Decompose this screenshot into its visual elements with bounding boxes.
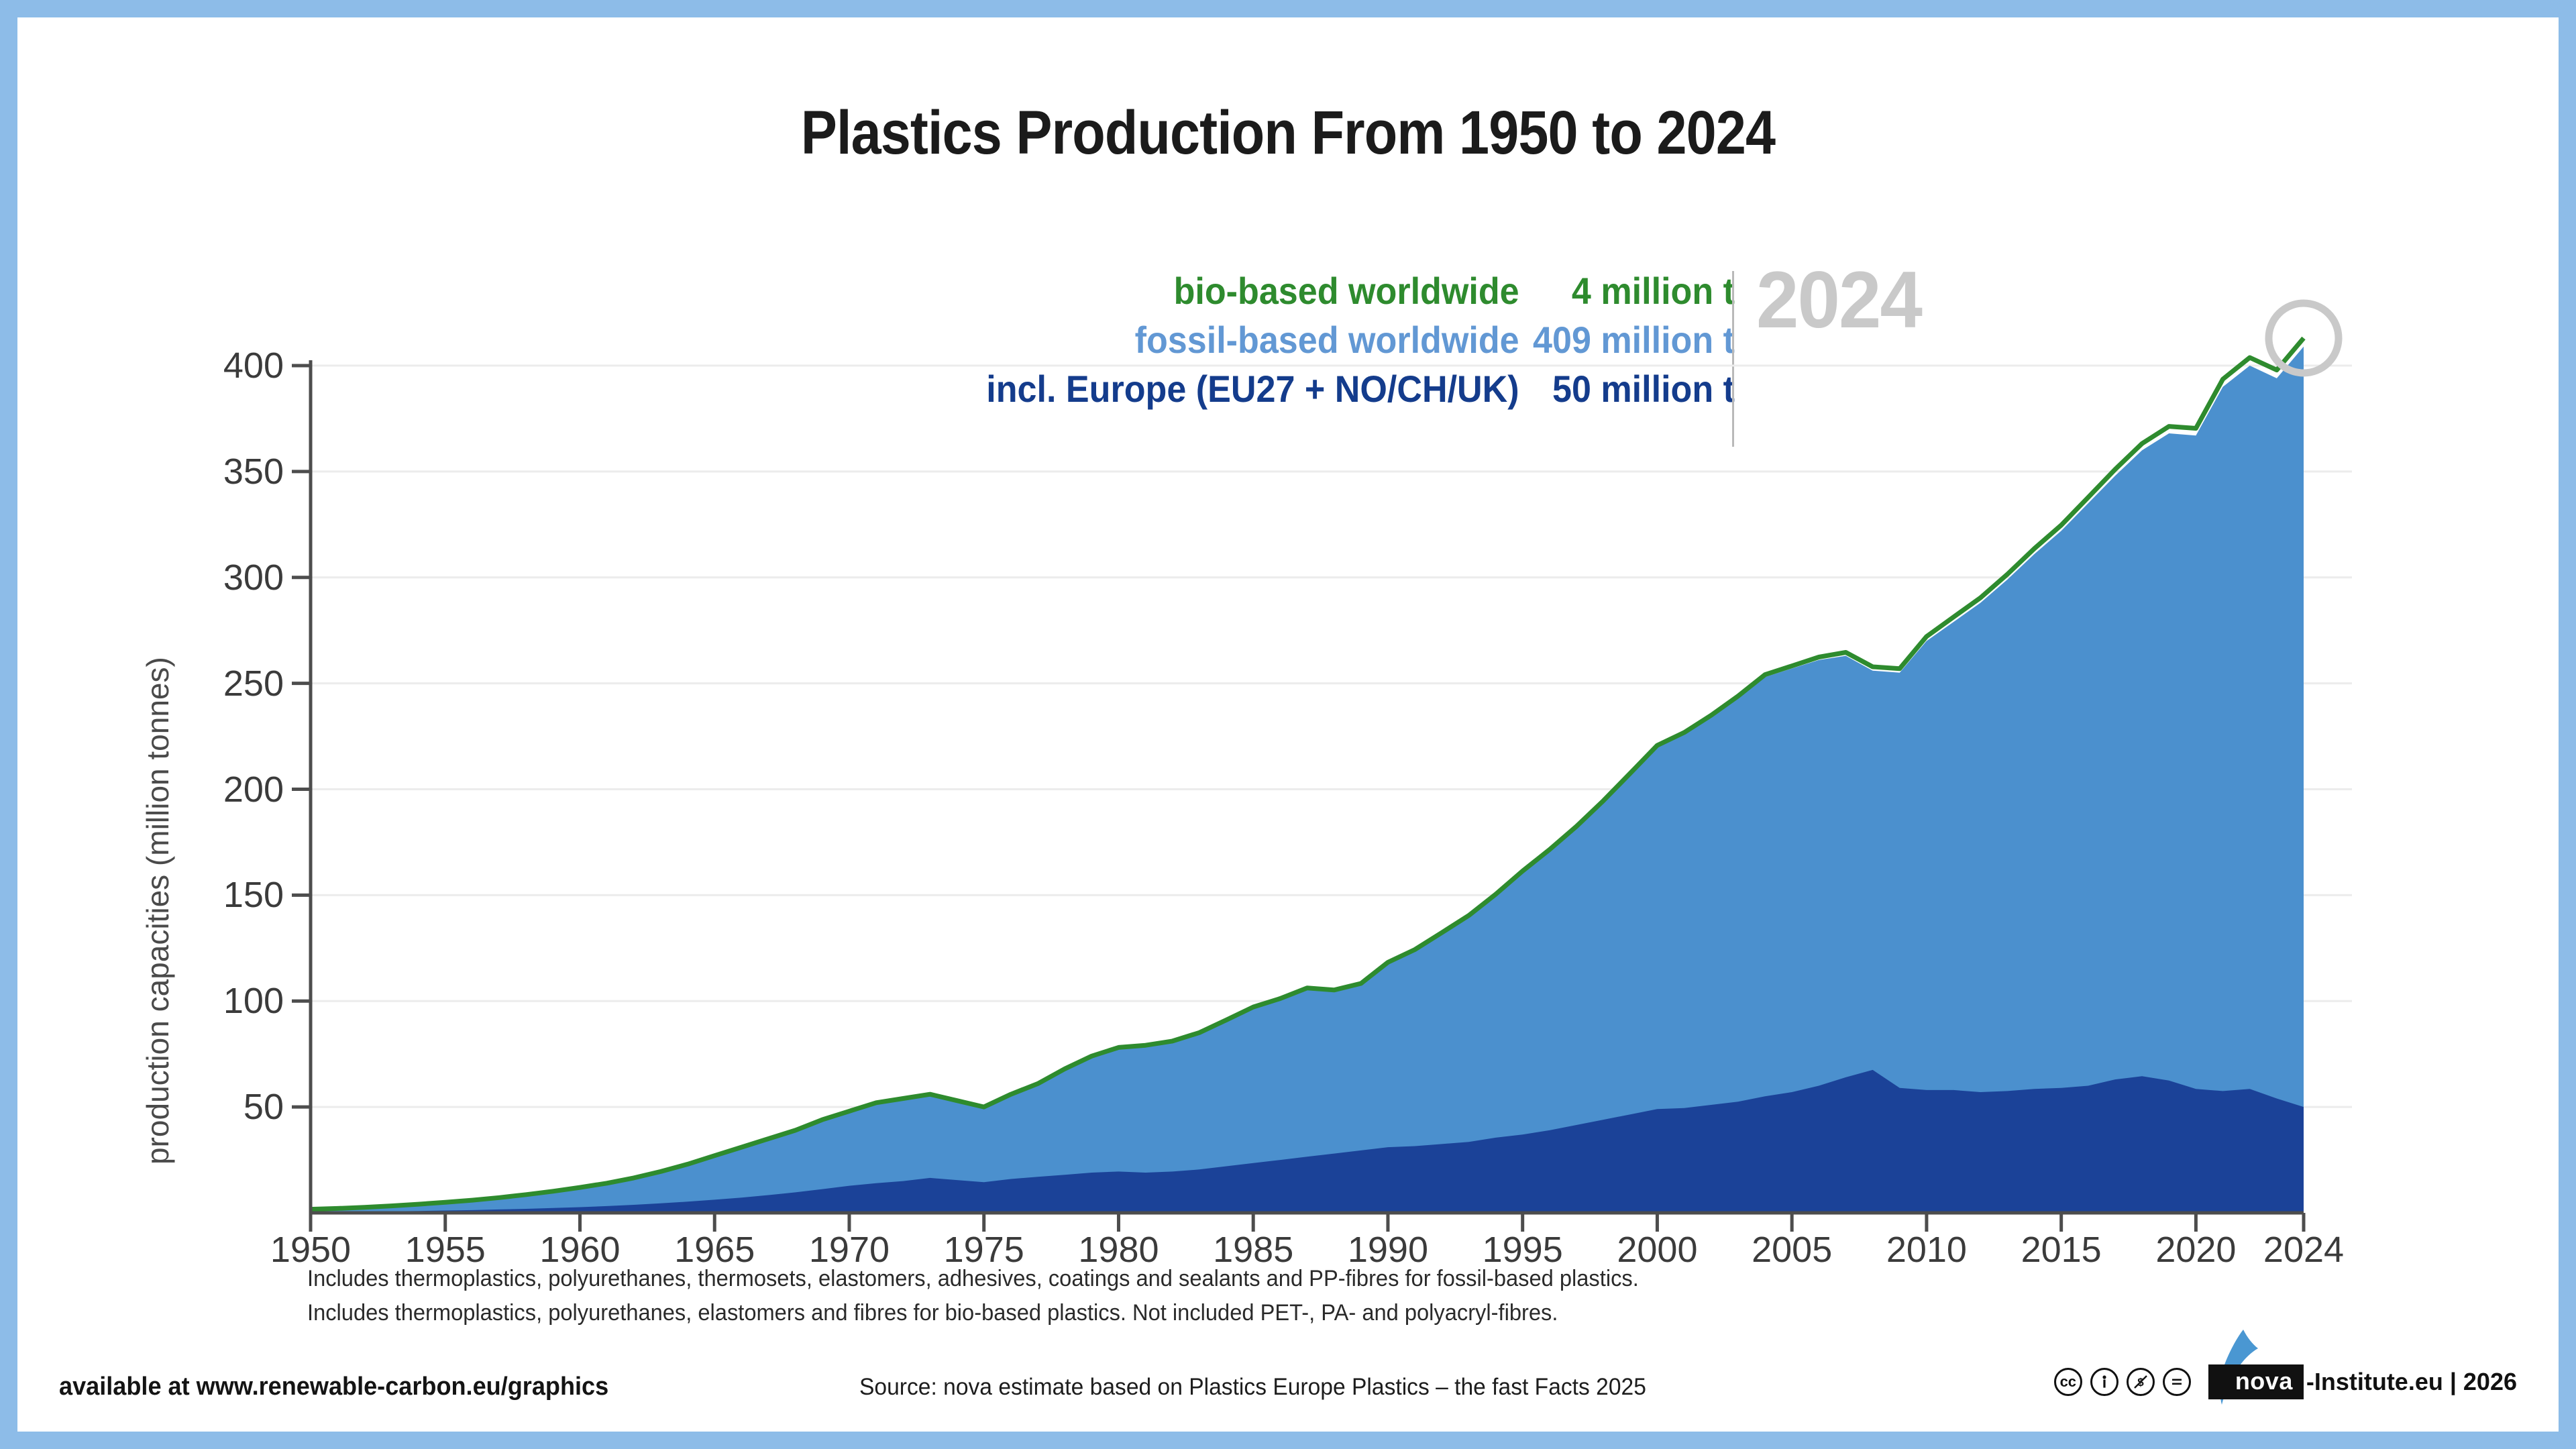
y-tick-label: 400 xyxy=(223,345,284,386)
person-glyph xyxy=(2102,1375,2106,1388)
logo-group: cc $ xyxy=(2053,1330,2517,1405)
nd-glyph xyxy=(2171,1379,2182,1385)
poster-frame: Plastics Production From 1950 to 2024 bi… xyxy=(17,17,2559,1432)
y-tick-label: 50 xyxy=(243,1087,284,1128)
x-tick-label: 2015 xyxy=(2021,1230,2102,1270)
cc-icon: cc xyxy=(2053,1368,2082,1396)
source-note: Source: nova estimate based on Plastics … xyxy=(859,1374,1646,1400)
nova-wordmark: nova xyxy=(2208,1364,2304,1399)
legend-label-fossil: fossil-based worldwide xyxy=(1134,318,1519,361)
footnote-line-1: Includes thermoplastics, polyurethanes, … xyxy=(307,1266,1639,1291)
x-tick-label: 2010 xyxy=(1886,1230,1967,1270)
cc-nc-icon: $ xyxy=(2126,1368,2155,1396)
area-chart-svg xyxy=(292,299,2352,1232)
legend-divider xyxy=(1732,271,1734,447)
nova-institute-text: -Institute.eu | 2026 xyxy=(2306,1368,2517,1395)
y-tick-label: 100 xyxy=(223,981,284,1022)
cc-nd-icon xyxy=(2162,1368,2191,1396)
nova-institute-logo[interactable]: nova -Institute.eu | 2026 xyxy=(2208,1330,2517,1405)
legend-value-europe: 50 million t xyxy=(1552,367,1735,410)
footnotes: Includes thermoplastics, polyurethanes, … xyxy=(307,1262,1639,1330)
legend-value-fossil: 409 million t xyxy=(1533,318,1735,361)
nc-glyph: $ xyxy=(2133,1375,2147,1389)
y-tick-label: 200 xyxy=(223,769,284,810)
y-tick-label: 150 xyxy=(223,875,284,916)
legend-row-bio: bio-based worldwide 4 million t xyxy=(749,267,1735,316)
legend-row-fossil: fossil-based worldwide 409 million t xyxy=(749,316,1735,365)
availability-link[interactable]: available at www.renewable-carbon.eu/gra… xyxy=(59,1373,609,1401)
legend-label-bio: bio-based worldwide xyxy=(1173,270,1519,312)
chart-legend: bio-based worldwide 4 million t fossil-b… xyxy=(675,267,1735,413)
x-tick-label: 2024 xyxy=(2263,1230,2345,1270)
nova-wing-icon xyxy=(2220,1330,2258,1405)
legend-label-europe: incl. Europe (EU27 + NO/CH/UK) xyxy=(986,367,1519,410)
bottom-bar: available at www.renewable-carbon.eu/gra… xyxy=(17,1330,2559,1413)
legend-value-bio: 4 million t xyxy=(1571,270,1735,312)
chart-area: production capacities (million tonnes) 5… xyxy=(17,17,2559,1432)
cc-by-icon xyxy=(2090,1368,2118,1396)
x-tick-label: 2005 xyxy=(1752,1230,1833,1270)
x-tick-label: 2020 xyxy=(2155,1230,2237,1270)
y-tick-label: 250 xyxy=(223,663,284,704)
y-tick-label: 300 xyxy=(223,557,284,598)
y-axis-title: production capacities (million tonnes) xyxy=(140,657,175,1165)
footnote-line-2: Includes thermoplastics, polyurethanes, … xyxy=(307,1300,1558,1326)
legend-row-europe: incl. Europe (EU27 + NO/CH/UK) 50 millio… xyxy=(749,365,1735,414)
page-title: Plastics Production From 1950 to 2024 xyxy=(800,99,1776,167)
big-year-label: 2024 xyxy=(1756,255,1923,345)
y-tick-label: 350 xyxy=(223,451,284,492)
